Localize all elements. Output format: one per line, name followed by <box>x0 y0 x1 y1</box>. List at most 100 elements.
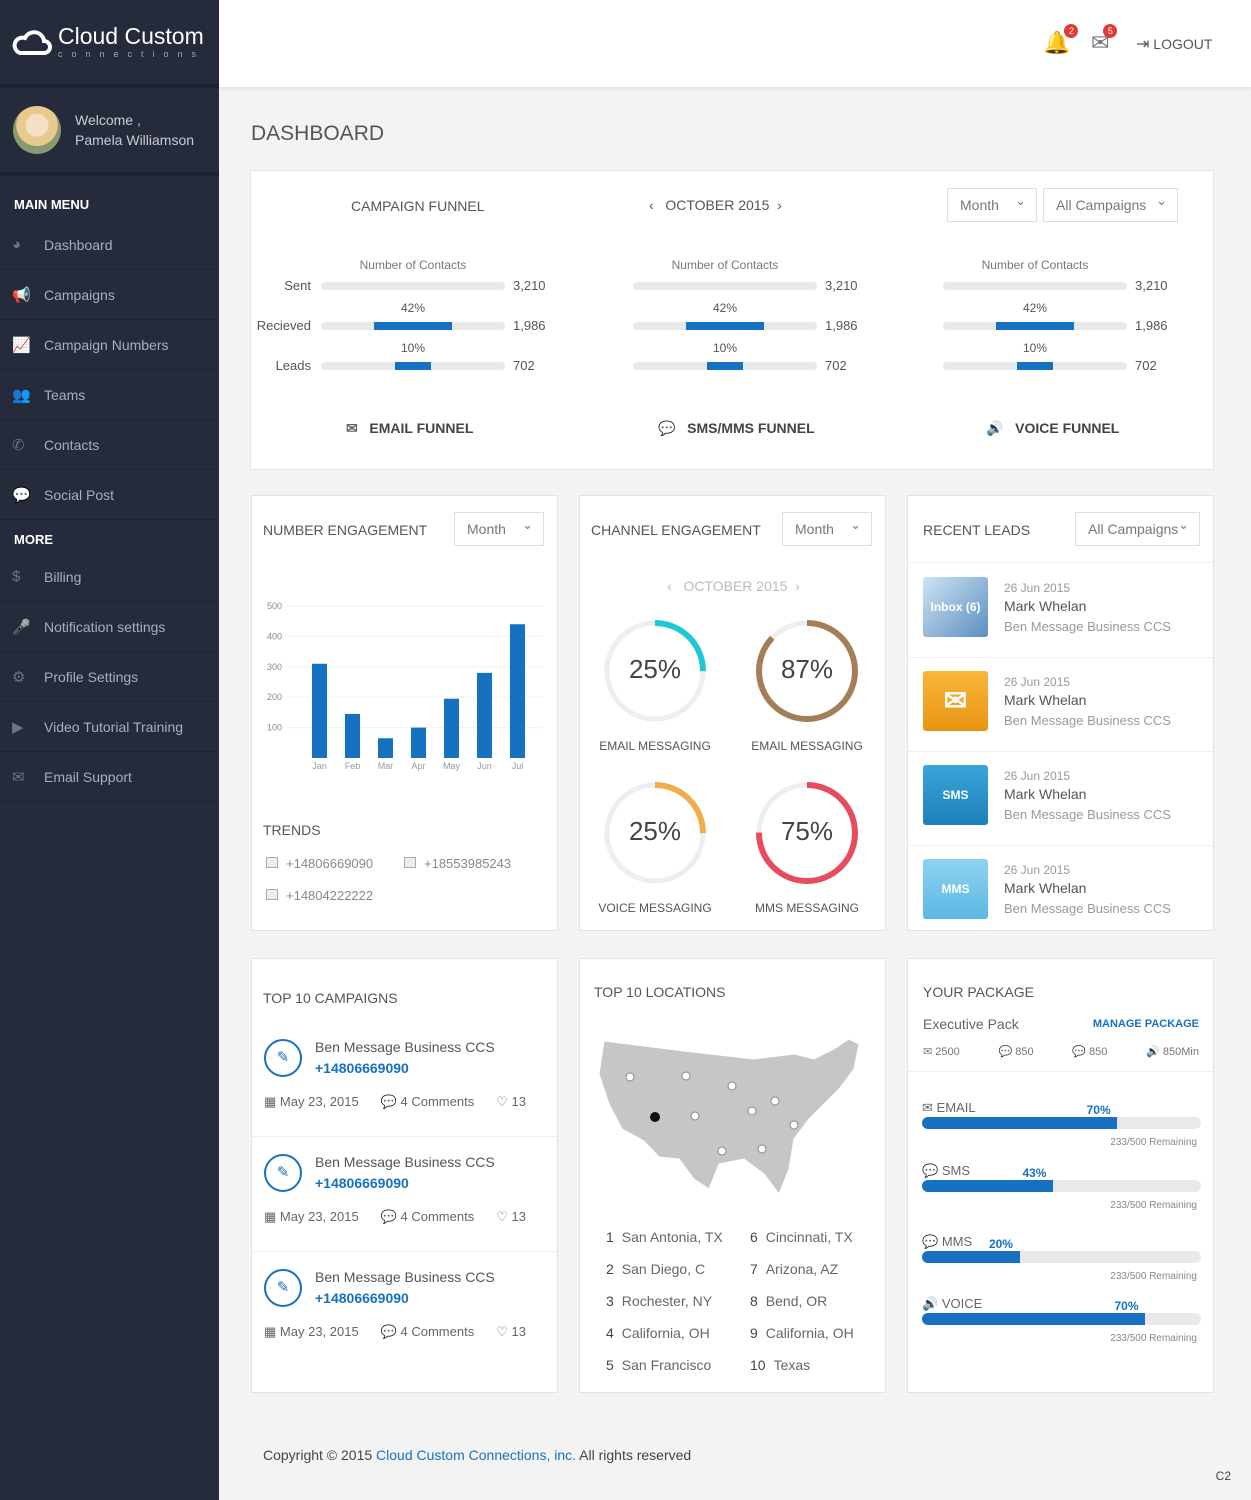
prev-month-button[interactable]: ‹ <box>649 197 654 213</box>
funnel-header: Number of Contacts <box>671 258 779 272</box>
sidebar-item-contacts[interactable]: ✆ Contacts <box>0 420 219 470</box>
usage-label: SMS <box>941 1163 970 1178</box>
sidebar-item-label: Social Post <box>44 486 115 503</box>
likes[interactable]: ♡ 13 <box>496 1209 526 1224</box>
top-campaigns-card: TOP 10 CAMPAIGNS ✎ Ben Message Business C… <box>251 958 558 1393</box>
sidebar: Cloud Custom connections Welcome , Pamela … <box>0 0 219 1500</box>
user-profile[interactable]: Welcome , Pamela Williamson <box>0 88 219 176</box>
campaign-numbers-icon: 📈 <box>12 336 31 354</box>
lead-item[interactable]: ✉ 26 Jun 2015 Mark Whelan Ben Message Busin… <box>908 657 1213 752</box>
checkbox-icon[interactable] <box>404 857 416 868</box>
donut-label: EMAIL MESSAGING <box>751 739 863 753</box>
donut-label: MMS MESSAGING <box>754 901 859 915</box>
checkbox-icon[interactable] <box>266 857 278 868</box>
envelope-icon: ✉ <box>923 1046 933 1058</box>
volume-icon: 🔊 <box>1146 1046 1160 1058</box>
next-button[interactable]: › <box>795 578 800 594</box>
sidebar-item-label: Contacts <box>44 436 100 453</box>
edit-pencil-icon[interactable]: ✎ <box>264 1269 302 1307</box>
messages-button[interactable]: ✉ 5 <box>1091 24 1118 56</box>
lead-item[interactable]: Inbox (6) 26 Jun 2015 Mark Whelan Ben Messa… <box>908 563 1213 658</box>
campaign-phone[interactable]: +14806669090 <box>315 1060 409 1076</box>
sidebar-item-billing[interactable]: $ Billing <box>0 552 219 602</box>
manage-package-link[interactable]: MANAGE PACKAGE <box>1092 1018 1199 1030</box>
location-item: 5 San Francisco <box>606 1357 711 1373</box>
user-name: Pamela Williamson <box>75 132 195 148</box>
lead-item[interactable]: SMS 26 Jun 2015 Mark Whelan Ben Message Bus… <box>908 751 1213 846</box>
main-menu-title: MAIN MENU <box>14 197 90 212</box>
comments-link[interactable]: 💬 4 Comments <box>380 1324 475 1339</box>
campaign-name[interactable]: Ben Message Business CCS <box>315 1269 495 1285</box>
sidebar-item-label: Campaigns <box>44 286 115 303</box>
funnel-bar <box>321 322 505 330</box>
notifications-button[interactable]: 🔔 2 <box>1043 24 1079 56</box>
usage-bar-fill <box>922 1180 1054 1192</box>
campaign-funnel-card: CAMPAIGN FUNNEL ‹ OCTOBER 2015 › Month A… <box>250 170 1214 470</box>
teams-icon: 👥 <box>12 386 31 404</box>
channel-engagement-select[interactable]: Month <box>782 509 872 546</box>
likes[interactable]: ♡ 13 <box>496 1324 526 1339</box>
funnel-row-value: 702 <box>1135 358 1157 373</box>
campaign-phone[interactable]: +14806669090 <box>315 1290 409 1306</box>
funnel-name[interactable]: 💬 SMS/MMS FUNNEL <box>658 420 815 437</box>
comments-link[interactable]: 💬 4 Comments <box>380 1209 475 1224</box>
x-tick-label: Mar <box>378 761 394 771</box>
recent-leads-select[interactable]: All Campaigns <box>1075 509 1200 546</box>
lead-item[interactable]: MMS 26 Jun 2015 Mark Whelan Ben Message Bus… <box>908 845 1213 940</box>
donut-chart: 25% EMAIL MESSAGING <box>580 616 730 753</box>
sidebar-item-video-tutorial-training[interactable]: ▶ Video Tutorial Training <box>0 702 219 752</box>
funnel-name[interactable]: 🔊 VOICE FUNNEL <box>986 420 1119 437</box>
likes[interactable]: ♡ 13 <box>496 1094 526 1109</box>
campaign-item: ✎ Ben Message Business CCS +14806669090 ▦ M… <box>252 1137 557 1252</box>
number-engagement-select[interactable]: Month <box>454 509 544 546</box>
channel-engagement-title: CHANNEL ENGAGEMENT <box>591 522 761 538</box>
funnel-name[interactable]: ✉ EMAIL FUNNEL <box>346 420 473 437</box>
location-name: Rochester, NY <box>621 1293 713 1309</box>
trend-item[interactable]: +14804222222 <box>266 888 373 903</box>
sidebar-item-campaign-numbers[interactable]: 📈 Campaign Numbers <box>0 320 219 370</box>
logout-button[interactable]: ⇥ LOGOUT <box>1136 34 1212 54</box>
usage-remaining: 233/500 Remaining <box>1110 1200 1197 1211</box>
notification-count: 2 <box>1064 24 1079 38</box>
edit-pencil-icon[interactable]: ✎ <box>264 1039 302 1077</box>
trend-number: +18553985243 <box>424 856 512 871</box>
avatar <box>13 106 61 154</box>
funnel-row-value: 3,210 <box>1135 278 1168 293</box>
lead-date: 26 Jun 2015 <box>1004 769 1071 783</box>
sidebar-item-teams[interactable]: 👥 Teams <box>0 370 219 420</box>
usage-pct: 70% <box>1086 1103 1111 1117</box>
campaign-phone[interactable]: +14806669090 <box>315 1175 409 1191</box>
campaign-name[interactable]: Ben Message Business CCS <box>315 1154 495 1170</box>
campaign-name[interactable]: Ben Message Business CCS <box>315 1039 495 1055</box>
funnel-row-pct: 10% <box>1022 341 1048 355</box>
location-name: Bend, OR <box>765 1293 828 1309</box>
x-tick-label: May <box>443 761 461 771</box>
sidebar-item-campaigns[interactable]: 📢 Campaigns <box>0 270 219 320</box>
video-tutorial-training-icon: ▶ <box>12 718 24 736</box>
next-month-button[interactable]: › <box>777 197 782 213</box>
y-tick-label: 200 <box>267 692 282 702</box>
logo[interactable]: Cloud Custom connections <box>0 0 219 88</box>
trend-item[interactable]: +18553985243 <box>404 856 511 871</box>
comments-link[interactable]: 💬 4 Comments <box>380 1094 475 1109</box>
sidebar-item-social-post[interactable]: 💬 Social Post <box>0 470 219 520</box>
lead-date: 26 Jun 2015 <box>1004 863 1071 877</box>
location-rank: 1 <box>606 1229 614 1245</box>
sidebar-item-profile-settings[interactable]: ⚙ Profile Settings <box>0 652 219 702</box>
sidebar-item-dashboard[interactable]: ◕ Dashboard <box>0 220 219 270</box>
sidebar-item-label: Billing <box>44 568 82 585</box>
sidebar-item-email-support[interactable]: ✉ Email Support <box>0 752 219 802</box>
package-title: YOUR PACKAGE <box>923 984 1034 1000</box>
trend-item[interactable]: +14806669090 <box>266 856 373 871</box>
channel-engagement-card: CHANNEL ENGAGEMENT Month ‹ OCTOBER 2015 … <box>579 495 886 931</box>
period-select[interactable]: Month <box>947 185 1037 222</box>
sidebar-item-notification-settings[interactable]: 🎤 Notification settings <box>0 602 219 652</box>
campaign-select[interactable]: All Campaigns <box>1043 185 1178 222</box>
funnel-row-label: Sent <box>284 278 311 293</box>
prev-button[interactable]: ‹ <box>667 578 672 594</box>
bar-feb <box>345 713 360 758</box>
checkbox-icon[interactable] <box>266 889 278 900</box>
company-link[interactable]: Cloud Custom Connections, inc. <box>376 1447 577 1463</box>
edit-pencil-icon[interactable]: ✎ <box>264 1154 302 1192</box>
donut-label: VOICE MESSAGING <box>598 901 712 915</box>
